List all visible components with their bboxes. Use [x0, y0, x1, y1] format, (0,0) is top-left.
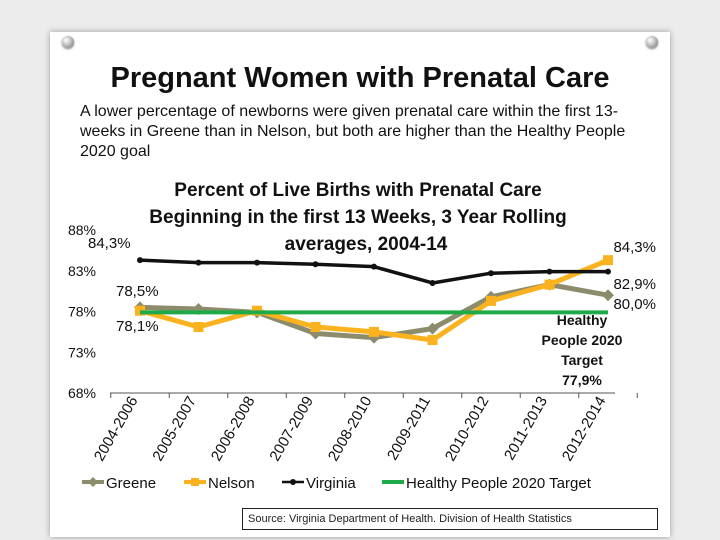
- x-tick-label: 2007-2009: [266, 394, 317, 465]
- slide-card: [50, 32, 670, 537]
- data-point: [605, 268, 611, 275]
- y-tick-label: 78%: [68, 304, 96, 320]
- legend-marker: [88, 477, 98, 487]
- chart-title-line-1: Percent of Live Births with Prenatal Car…: [174, 180, 541, 201]
- target-label: Healthy: [557, 312, 608, 328]
- data-label: 78,1%: [116, 318, 159, 335]
- data-point: [254, 259, 260, 266]
- data-point: [426, 322, 439, 335]
- data-point: [486, 295, 496, 306]
- data-label: 84,3%: [88, 235, 131, 252]
- chart-title-line-2: Beginning in the first 13 Weeks, 3 Year …: [149, 207, 566, 228]
- data-point: [371, 263, 377, 270]
- data-point: [429, 279, 436, 286]
- source-note: Source: Virginia Department of Health. D…: [242, 508, 658, 530]
- y-tick-label: 88%: [68, 222, 96, 238]
- y-tick-label: 83%: [68, 263, 96, 279]
- x-tick-label: 2011-2013: [501, 394, 551, 464]
- legend-marker: [290, 479, 296, 485]
- x-tick-label: 2012-2014: [559, 394, 610, 465]
- legend-label: Healthy People 2020 Target: [406, 475, 592, 492]
- chart-title-line-3: averages, 2004-14: [285, 234, 448, 255]
- data-label: 82,9%: [613, 276, 656, 293]
- legend-label: Greene: [106, 475, 156, 492]
- legend-label: Virginia: [306, 475, 356, 492]
- y-tick-label: 68%: [68, 385, 96, 401]
- series-line-virginia: [139, 258, 608, 285]
- data-point: [310, 321, 321, 332]
- pushpin-icon: [646, 36, 658, 48]
- slide-title: Pregnant Women with Prenatal Care: [110, 62, 610, 94]
- legend-marker: [191, 478, 199, 486]
- data-point: [137, 257, 143, 264]
- data-point: [369, 326, 379, 337]
- y-tick-label: 73%: [68, 344, 96, 360]
- legend-label: Nelson: [208, 475, 255, 492]
- data-point: [312, 261, 319, 268]
- data-label: 80,0%: [613, 296, 656, 313]
- data-point: [195, 259, 202, 266]
- x-tick-label: 2004-2006: [91, 394, 142, 465]
- x-tick-label: 2009-2011: [384, 394, 434, 464]
- data-point: [427, 335, 438, 346]
- slide-subtitle: A lower percentage of newborns were give…: [80, 103, 626, 160]
- x-tick-label: 2005-2007: [149, 394, 200, 465]
- pushpin-icon: [62, 36, 74, 48]
- data-label: 78,5%: [116, 283, 159, 300]
- data-point: [193, 321, 204, 332]
- x-tick-label: 2010-2012: [442, 394, 493, 465]
- data-point: [488, 270, 494, 277]
- data-point: [602, 289, 614, 302]
- target-label: 77,9%: [562, 372, 602, 388]
- target-label: People 2020: [542, 332, 623, 348]
- target-label: Target: [561, 352, 603, 368]
- data-point: [544, 279, 555, 290]
- x-tick-label: 2006-2008: [208, 394, 259, 465]
- data-label: 84,3%: [613, 239, 656, 256]
- data-point: [603, 255, 613, 266]
- x-tick-label: 2008-2010: [325, 394, 376, 465]
- data-point: [546, 268, 553, 275]
